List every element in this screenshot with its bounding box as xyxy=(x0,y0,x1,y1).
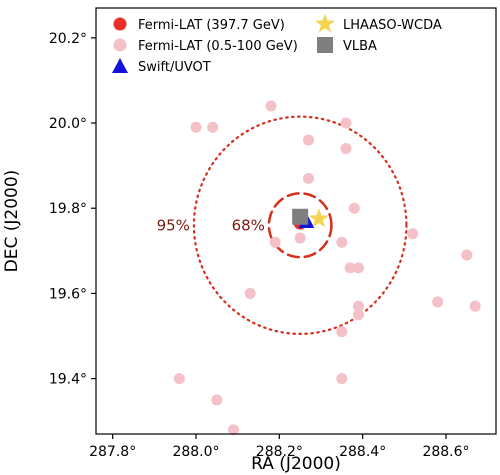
legend-marker-2 xyxy=(112,58,128,73)
point-0-7 xyxy=(348,202,360,214)
point-0-16 xyxy=(352,300,365,312)
point-0-21 xyxy=(173,373,185,385)
legend-marker-0 xyxy=(113,17,127,31)
point-0-14 xyxy=(461,249,473,261)
y-tick-label-4: 20.2° xyxy=(49,31,87,47)
point-0-24 xyxy=(227,424,240,436)
point-0-5 xyxy=(340,143,352,155)
point-0-4 xyxy=(340,117,352,129)
legend-label-4: VLBA xyxy=(343,39,377,54)
region-label-0: 68% xyxy=(232,216,265,234)
x-tick-label-4: 288.6° xyxy=(422,444,469,460)
point-0-22 xyxy=(211,394,223,406)
legend-label-3: LHAASO-WCDA xyxy=(343,18,442,33)
x-tick-label-0: 287.8° xyxy=(89,444,136,460)
point-0-13 xyxy=(407,228,419,240)
data-points xyxy=(173,100,481,436)
point-4-0 xyxy=(292,208,309,225)
legend-marker-3 xyxy=(315,13,335,33)
y-tick-label-1: 19.6° xyxy=(49,286,87,302)
point-0-12 xyxy=(352,262,365,274)
point-0-9 xyxy=(294,232,306,244)
plot-frame xyxy=(95,7,497,435)
legend-marker-1 xyxy=(113,38,127,52)
point-0-0 xyxy=(190,121,202,133)
y-tick-label-2: 19.8° xyxy=(49,201,87,217)
x-axis-ticks: 287.8° 288.0° 288.2° 288.4° 288.6° xyxy=(89,434,470,460)
point-0-8 xyxy=(269,236,281,248)
legend-marker-4 xyxy=(317,37,333,53)
y-axis-ticks: 19.4° 19.6° 19.8° 20.0° 20.2° xyxy=(49,31,96,388)
x-tick-label-2: 288.2° xyxy=(256,444,303,460)
point-0-1 xyxy=(207,121,219,133)
y-axis-title: DEC (J2000) xyxy=(2,170,22,273)
confidence-regions: 68% 95% xyxy=(157,115,408,335)
x-axis-title: RA (J2000) xyxy=(251,454,341,474)
point-0-11 xyxy=(344,262,356,274)
point-0-20 xyxy=(469,300,481,312)
point-0-6 xyxy=(302,172,315,184)
x-tick-label-1: 288.0° xyxy=(172,444,219,460)
point-0-15 xyxy=(244,287,256,299)
region-68-circle xyxy=(267,192,333,259)
legend-label-2: Swift/UVOT xyxy=(138,60,211,75)
point-0-18 xyxy=(336,326,348,338)
point-0-19 xyxy=(432,296,444,308)
region-label-1: 95% xyxy=(157,216,190,234)
point-0-10 xyxy=(336,236,348,248)
legend-label-0: Fermi-LAT (397.7 GeV) xyxy=(138,18,285,33)
legend-label-1: Fermi-LAT (0.5-100 GeV) xyxy=(138,39,298,54)
point-0-3 xyxy=(302,134,315,146)
y-tick-label-0: 19.4° xyxy=(49,372,87,388)
region-95-circle xyxy=(192,115,408,335)
point-0-23 xyxy=(336,373,348,385)
legend: Fermi-LAT (397.7 GeV) Fermi-LAT (0.5-100 … xyxy=(112,13,442,75)
x-tick-label-3: 288.4° xyxy=(339,444,386,460)
point-0-17 xyxy=(352,309,365,321)
point-0-2 xyxy=(265,100,277,112)
y-tick-label-3: 20.0° xyxy=(49,116,87,132)
point-3-0 xyxy=(308,208,329,228)
